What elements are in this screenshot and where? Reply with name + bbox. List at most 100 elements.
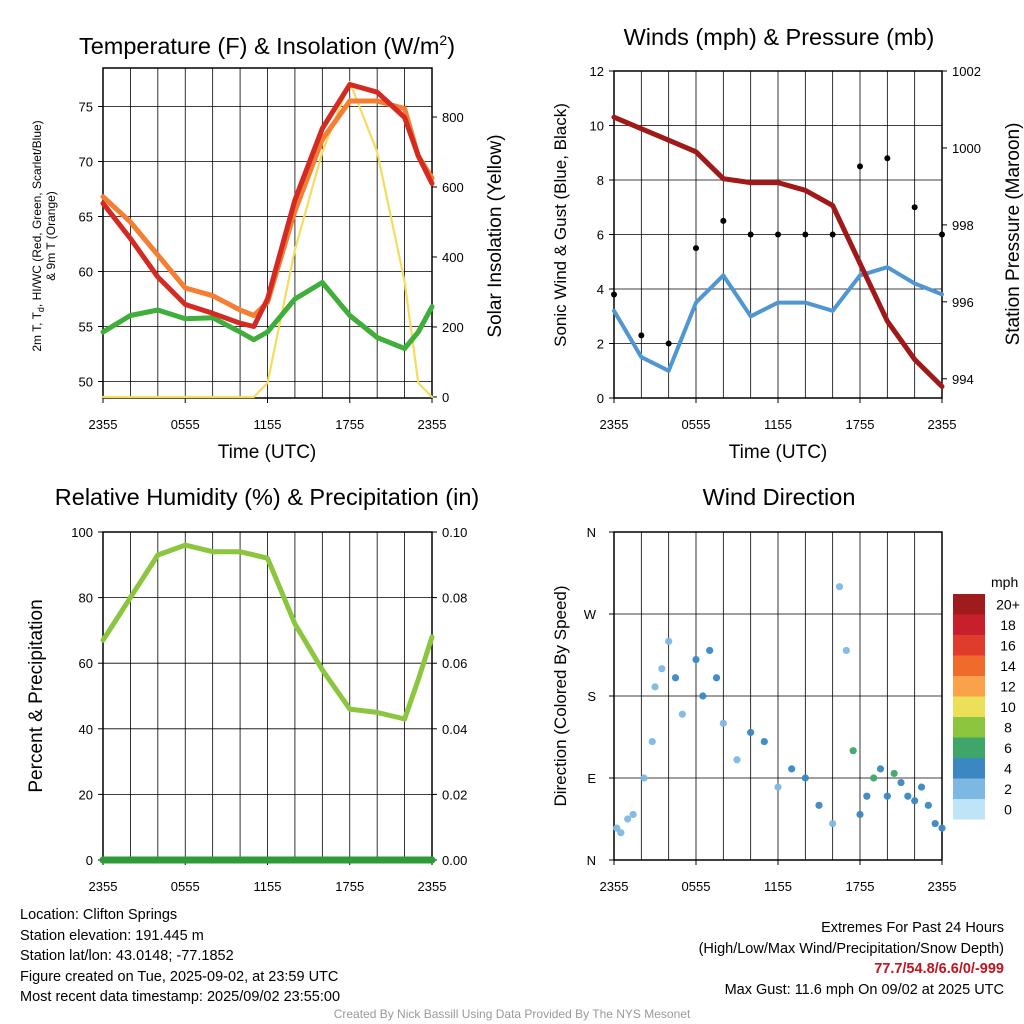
direction-point (849, 747, 857, 755)
colorbar-swatch (953, 655, 985, 676)
x-tick-label: 1755 (846, 879, 875, 894)
x-tick-label: 1755 (335, 417, 364, 432)
x-tick-label: 1155 (764, 879, 792, 894)
y-tick-label: N (587, 525, 596, 540)
y-tick-label-right: 400 (442, 250, 464, 265)
direction-point (692, 655, 700, 664)
x-tick-label: 0555 (171, 417, 200, 432)
colorbar-swatch (953, 635, 985, 656)
direction-point (648, 737, 656, 746)
created-text: Figure created on Tue, 2025-09-02, at 23… (20, 968, 339, 985)
y-tick-label-right: 800 (442, 110, 464, 125)
y-tick-label: 60 (79, 656, 93, 671)
y-tick-label: N (587, 853, 596, 868)
gust-point (720, 217, 727, 224)
y-tick-label: 65 (79, 210, 93, 225)
winds-panel: 2355 0555 1155 1755 2355 0 2 4 6 8 10 12 994 996 998 10… (590, 64, 981, 432)
colorbar-swatch (953, 594, 985, 615)
y-tick-label: 8 (597, 173, 604, 188)
colorbar-label: 4 (1004, 760, 1012, 776)
colorbar: 20+ 18 16 14 12 10 8 6 4 2 0 (953, 594, 1020, 820)
direction-point (774, 783, 782, 791)
colorbar-swatch (953, 717, 985, 738)
y-tick-label-right: 0.00 (442, 853, 467, 868)
x-tick-label: 2355 (600, 417, 629, 432)
winds-ylabel-right: Station Pressure (Maroon) (1003, 123, 1024, 346)
direction-point (931, 819, 939, 828)
x-tick-label: 1155 (764, 417, 792, 432)
y-tick-label-right: 996 (952, 295, 974, 310)
gust-point (665, 340, 672, 347)
y-tick-label: 2 (597, 337, 604, 352)
x-tick-label: 1755 (335, 879, 364, 894)
colorbar-label: 8 (1004, 719, 1012, 735)
gust-point (638, 332, 645, 339)
y-tick-label-right: 0.10 (442, 525, 467, 540)
colorbar-title: mph (991, 574, 1018, 590)
direction-point (719, 719, 727, 727)
direction-point (911, 797, 919, 805)
max-gust-text: Max Gust: 11.6 mph On 09/02 at 2025 UTC (724, 981, 1004, 998)
direction-point (712, 674, 721, 682)
y-tick-label: 60 (79, 265, 93, 280)
y-tick-label-right: 1000 (952, 141, 981, 156)
x-tick-label: 1755 (846, 417, 875, 432)
latlon-text: Station lat/lon: 43.0148; -77.1852 (20, 948, 234, 964)
y-tick-label-right: 600 (442, 180, 464, 195)
x-tick-label: 0555 (682, 879, 711, 894)
direction-point (629, 810, 637, 819)
svg-text:2m T, Td, HI/WC (Red, Green, S: 2m T, Td, HI/WC (Red, Green, Scarlet/Blu… (30, 120, 46, 351)
direction-point (671, 674, 680, 682)
direction-point (788, 765, 796, 773)
colorbar-label: 2 (1004, 781, 1012, 797)
y-tick-label: 0 (86, 853, 93, 868)
direction-point (733, 756, 741, 764)
direction-ylabel-left: Direction (Colored By Speed) (551, 585, 570, 806)
credit-text: Created By Nick Bassill Using Data Provi… (333, 1007, 691, 1021)
y-tick-label: 50 (79, 375, 93, 390)
direction-point (904, 792, 912, 800)
y-tick-label-right: 0.04 (442, 722, 467, 737)
y-tick-label-right: 0.06 (442, 656, 467, 671)
colorbar-label: 20+ (996, 596, 1020, 612)
direction-point (747, 728, 755, 737)
direction-point (706, 646, 714, 655)
x-tick-label: 2355 (89, 879, 118, 894)
series-sonic-wind (612, 265, 944, 373)
extremes-info: Extremes For Past 24 Hours (High/Low/Max… (699, 918, 1004, 1000)
series-2m-t (100, 82, 435, 329)
humidity-ylabel-left: Percent & Precipitation (26, 599, 47, 792)
gust-point (911, 204, 918, 211)
direction-point (883, 792, 891, 800)
colorbar-label: 16 (1000, 637, 1016, 653)
y-tick-label: 4 (597, 282, 604, 297)
winds-xlabel: Time (UTC) (729, 442, 828, 463)
y-tick-label: 10 (590, 119, 604, 134)
x-tick-label: 1155 (254, 879, 282, 894)
gust-point (939, 231, 945, 238)
colorbar-label: 18 (1000, 617, 1016, 633)
station-info: Location: Clifton Springs Station elevat… (20, 905, 340, 1008)
extremes-values: 77.7/54.8/6.6/0/-999 (874, 961, 1004, 977)
y-tick-label: 12 (590, 64, 604, 79)
direction-point (938, 824, 946, 832)
x-tick-label: 0555 (171, 879, 200, 894)
colorbar-label: 14 (1000, 658, 1016, 674)
colorbar-label: 6 (1004, 740, 1012, 756)
humidity-title: Relative Humidity (%) & Precipitation (i… (55, 484, 479, 510)
svg-text:& 9m T (Orange): & 9m T (Orange) (44, 191, 58, 281)
direction-point (890, 769, 898, 778)
recent-text: Most recent data timestamp: 2025/09/02 2… (20, 989, 341, 1005)
direction-point (658, 665, 666, 673)
gust-point (829, 231, 836, 238)
y-tick-label-right: 0.08 (442, 591, 467, 606)
temperature-xlabel: Time (UTC) (218, 442, 317, 463)
colorbar-swatch (953, 778, 985, 799)
direction-point (856, 810, 864, 819)
direction-point (665, 637, 673, 645)
colorbar-label: 12 (1000, 678, 1016, 694)
x-tick-label: 2355 (928, 879, 957, 894)
location-text: Location: Clifton Springs (20, 907, 178, 923)
y-tick-label-right: 0 (442, 390, 449, 405)
y-tick-label-right: 200 (442, 320, 464, 335)
